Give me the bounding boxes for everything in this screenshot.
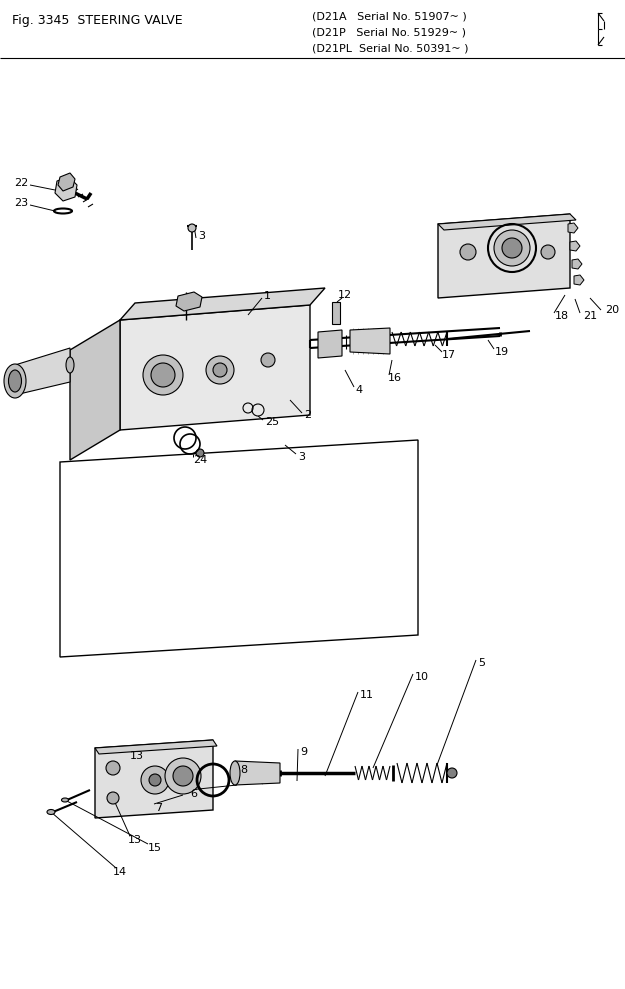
Circle shape bbox=[106, 761, 120, 775]
Circle shape bbox=[151, 363, 175, 387]
Circle shape bbox=[206, 356, 234, 384]
Text: 13: 13 bbox=[130, 751, 144, 761]
Circle shape bbox=[460, 244, 476, 260]
Text: 3: 3 bbox=[198, 231, 205, 241]
Text: 15: 15 bbox=[148, 843, 162, 853]
Ellipse shape bbox=[9, 370, 21, 392]
Polygon shape bbox=[350, 328, 390, 354]
Text: 17: 17 bbox=[442, 350, 456, 360]
Circle shape bbox=[261, 353, 275, 367]
Text: 14: 14 bbox=[113, 867, 127, 877]
Polygon shape bbox=[70, 320, 120, 460]
Polygon shape bbox=[438, 214, 570, 298]
Text: (D21PL  Serial No. 50391~ ): (D21PL Serial No. 50391~ ) bbox=[312, 43, 469, 53]
Circle shape bbox=[502, 238, 522, 258]
Circle shape bbox=[196, 449, 204, 457]
Text: 21: 21 bbox=[583, 311, 597, 321]
Text: 8: 8 bbox=[240, 765, 247, 775]
Circle shape bbox=[141, 766, 169, 794]
Polygon shape bbox=[318, 330, 342, 358]
Text: 19: 19 bbox=[495, 347, 509, 357]
Text: 2: 2 bbox=[304, 410, 311, 420]
Ellipse shape bbox=[61, 798, 69, 802]
Polygon shape bbox=[95, 740, 213, 818]
Circle shape bbox=[165, 758, 201, 794]
Circle shape bbox=[143, 355, 183, 395]
Text: (D21A   Serial No. 51907~ ): (D21A Serial No. 51907~ ) bbox=[312, 11, 467, 21]
Polygon shape bbox=[235, 761, 280, 785]
Polygon shape bbox=[120, 305, 310, 430]
Ellipse shape bbox=[230, 761, 240, 785]
Polygon shape bbox=[95, 740, 217, 754]
Circle shape bbox=[494, 230, 530, 266]
Text: 20: 20 bbox=[605, 305, 619, 315]
Text: 16: 16 bbox=[388, 373, 402, 383]
Circle shape bbox=[149, 774, 161, 786]
Polygon shape bbox=[58, 173, 75, 191]
Text: 12: 12 bbox=[338, 290, 352, 300]
Text: 9: 9 bbox=[300, 747, 307, 757]
Circle shape bbox=[173, 766, 193, 786]
Polygon shape bbox=[15, 348, 70, 395]
Polygon shape bbox=[55, 177, 77, 201]
Polygon shape bbox=[574, 275, 584, 285]
Text: 18: 18 bbox=[555, 311, 569, 321]
Polygon shape bbox=[570, 241, 580, 251]
Text: 5: 5 bbox=[478, 658, 485, 668]
Text: 7: 7 bbox=[155, 803, 162, 813]
Text: 25: 25 bbox=[265, 417, 279, 427]
Text: 11: 11 bbox=[360, 690, 374, 700]
Text: 4: 4 bbox=[355, 385, 362, 395]
Circle shape bbox=[188, 224, 196, 232]
Text: 23: 23 bbox=[14, 198, 28, 208]
Text: 24: 24 bbox=[193, 455, 208, 465]
Text: Fig. 3345  STEERING VALVE: Fig. 3345 STEERING VALVE bbox=[12, 14, 182, 27]
Ellipse shape bbox=[4, 364, 26, 398]
Text: 13: 13 bbox=[128, 835, 142, 845]
Polygon shape bbox=[568, 223, 578, 233]
Polygon shape bbox=[176, 292, 202, 311]
Circle shape bbox=[541, 245, 555, 259]
Polygon shape bbox=[572, 259, 582, 269]
Circle shape bbox=[213, 363, 227, 377]
Text: 3: 3 bbox=[298, 452, 305, 462]
Text: (D21P   Serial No. 51929~ ): (D21P Serial No. 51929~ ) bbox=[312, 27, 466, 37]
Polygon shape bbox=[438, 214, 576, 230]
Ellipse shape bbox=[47, 810, 55, 815]
Bar bbox=[332, 302, 340, 324]
Text: 6: 6 bbox=[190, 789, 197, 799]
Text: 10: 10 bbox=[415, 672, 429, 682]
Polygon shape bbox=[120, 288, 325, 320]
Ellipse shape bbox=[66, 357, 74, 373]
Circle shape bbox=[107, 792, 119, 804]
Text: 1: 1 bbox=[264, 291, 271, 301]
Text: 22: 22 bbox=[14, 178, 28, 188]
Circle shape bbox=[447, 768, 457, 778]
